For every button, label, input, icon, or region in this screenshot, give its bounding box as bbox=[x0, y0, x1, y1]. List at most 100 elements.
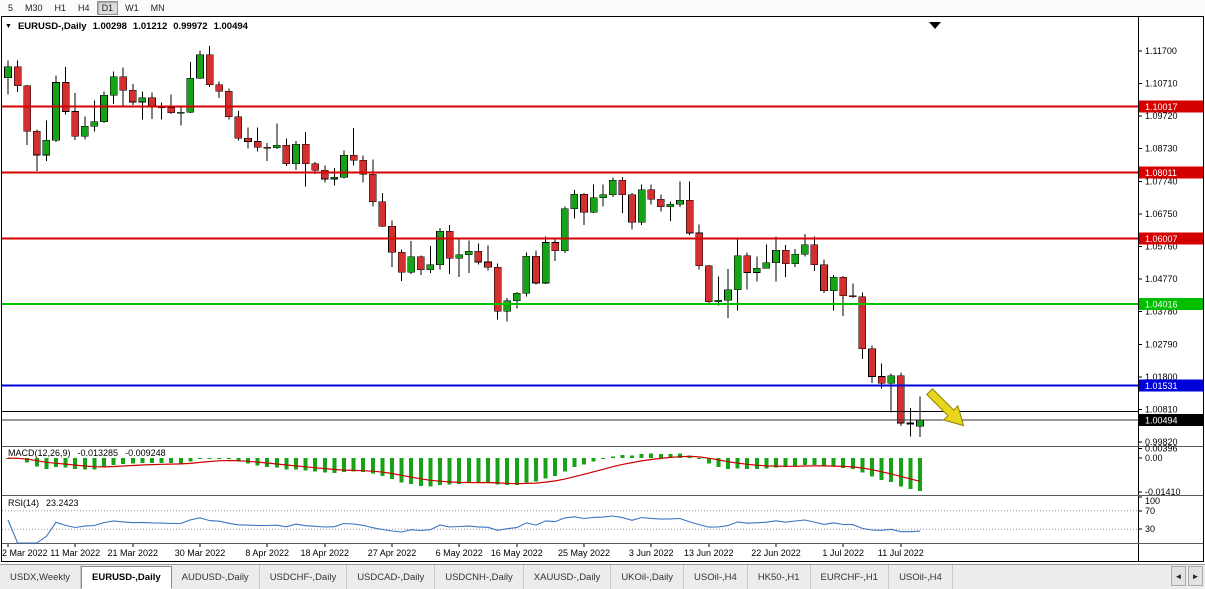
chart-shift-marker-icon[interactable] bbox=[929, 22, 941, 29]
price-axis-tick: 1.04770 bbox=[1145, 274, 1178, 284]
macd-histogram-bar bbox=[207, 457, 212, 459]
symbol-tab-usoil-h4[interactable]: USOil-,H4 bbox=[889, 565, 953, 589]
date-axis-label: 2 Mar 2022 bbox=[2, 548, 48, 558]
tabs-scroll-left-button[interactable]: ◄ bbox=[1171, 566, 1186, 586]
macd-histogram-bar bbox=[54, 458, 58, 468]
candle bbox=[503, 297, 512, 322]
symbol-tab-hk50-h1[interactable]: HK50-,H1 bbox=[747, 565, 811, 589]
down-arrow-annotation[interactable] bbox=[923, 385, 971, 433]
candle bbox=[205, 45, 214, 87]
candle bbox=[512, 292, 521, 309]
macd-histogram-bar bbox=[889, 458, 894, 483]
candle bbox=[647, 184, 656, 205]
macd-histogram-bar bbox=[850, 458, 855, 469]
macd-histogram-bar bbox=[898, 458, 903, 487]
symbol-tab-usoil-h4[interactable]: USOil-,H4 bbox=[684, 565, 748, 589]
timeframe-button-5[interactable]: 5 bbox=[3, 1, 18, 15]
candle bbox=[896, 372, 905, 427]
macd-histogram-bar bbox=[466, 458, 471, 484]
macd-histogram-bar bbox=[159, 458, 164, 463]
candle bbox=[676, 181, 684, 207]
timeframe-button-W1[interactable]: W1 bbox=[120, 1, 144, 15]
macd-histogram-bar bbox=[44, 458, 49, 469]
macd-histogram-bar bbox=[351, 458, 356, 472]
candle bbox=[368, 159, 377, 207]
candle bbox=[493, 263, 502, 320]
candle bbox=[272, 123, 281, 150]
candle bbox=[186, 61, 195, 113]
candle bbox=[839, 276, 848, 316]
chart-area[interactable]: 1.11700 1.10710 1.09720 1.08730 1.07740 1.067… bbox=[0, 16, 1205, 562]
date-axis-label: 18 Apr 2022 bbox=[301, 548, 350, 558]
price-axis-tick: 0.99820 bbox=[1145, 437, 1178, 447]
timeframe-button-D1[interactable]: D1 bbox=[96, 1, 119, 15]
candle bbox=[522, 252, 531, 297]
macd-histogram-bar bbox=[140, 458, 145, 463]
candle bbox=[743, 252, 752, 290]
macd-histogram-bar bbox=[121, 458, 126, 464]
macd-axis-tick: -0.01410 bbox=[1145, 487, 1181, 497]
candle bbox=[570, 189, 579, 219]
price-axis-tick: 1.07740 bbox=[1145, 176, 1178, 186]
symbol-tab-usdcad-daily[interactable]: USDCAD-,Daily bbox=[347, 565, 436, 589]
rsi-axis-tick: 70 bbox=[1145, 506, 1155, 516]
symbol-tab-eurusd-daily[interactable]: EURUSD-,Daily bbox=[81, 566, 172, 589]
candle bbox=[292, 140, 300, 170]
symbol-tab-usdchf-daily[interactable]: USDCHF-,Daily bbox=[259, 565, 348, 589]
symbol-tab-eurchf-h1[interactable]: EURCHF-,H1 bbox=[810, 565, 890, 589]
macd-histogram-bar bbox=[831, 458, 836, 467]
timeframe-button-MN[interactable]: MN bbox=[146, 1, 170, 15]
candle bbox=[436, 228, 444, 270]
date-axis-label: 16 May 2022 bbox=[491, 548, 543, 558]
macd-histogram-bar bbox=[697, 458, 702, 460]
macd-axis-tick: 0.00396 bbox=[1145, 444, 1178, 454]
svg-text:1.04016: 1.04016 bbox=[1145, 299, 1178, 309]
candle bbox=[23, 85, 32, 145]
candle bbox=[52, 75, 60, 142]
macd-histogram-bar bbox=[802, 458, 807, 465]
tabs-scroll-right-button[interactable]: ► bbox=[1188, 566, 1203, 586]
date-axis-label: 25 May 2022 bbox=[558, 548, 610, 558]
price-tag-1.06007: 1.06007 bbox=[1139, 232, 1203, 245]
candle bbox=[714, 276, 723, 306]
candle bbox=[618, 177, 627, 213]
candle bbox=[109, 71, 118, 104]
symbol-tabbar: USDX,Weekly EURUSD-,Daily AUDUSD-,Daily USD… bbox=[0, 564, 1205, 589]
candle bbox=[349, 127, 358, 166]
macd-histogram-bar bbox=[284, 458, 289, 470]
candle bbox=[695, 224, 704, 270]
macd-histogram-bar bbox=[620, 455, 625, 459]
macd-histogram-bar bbox=[591, 458, 596, 462]
macd-histogram-bar bbox=[534, 458, 538, 482]
symbol-tab-ukoil-daily[interactable]: UKOil-,Daily bbox=[611, 565, 685, 589]
macd-histogram-bar bbox=[438, 458, 442, 485]
macd-histogram-bar bbox=[217, 457, 222, 459]
candle bbox=[752, 256, 761, 282]
candle bbox=[541, 236, 550, 285]
symbol-tab-usdcnh-daily[interactable]: USDCNH-,Daily bbox=[435, 565, 524, 589]
candle bbox=[868, 345, 876, 383]
candle bbox=[4, 60, 12, 95]
price-tag-1.04016: 1.04016 bbox=[1139, 297, 1203, 310]
timeframe-button-H4[interactable]: H4 bbox=[73, 1, 95, 15]
candle bbox=[532, 250, 540, 285]
symbol-tab-xauusd-daily[interactable]: XAUUSD-,Daily bbox=[523, 565, 612, 589]
date-axis-label: 27 Apr 2022 bbox=[368, 548, 417, 558]
macd-histogram-bar bbox=[380, 458, 385, 476]
macd-histogram-bar bbox=[870, 458, 874, 477]
timeframe-button-M30[interactable]: M30 bbox=[20, 1, 48, 15]
candle bbox=[397, 249, 406, 282]
chevron-down-icon[interactable]: ▼ bbox=[5, 23, 12, 30]
candle bbox=[474, 243, 483, 265]
macd-histogram-bar bbox=[361, 458, 366, 472]
candle bbox=[407, 240, 416, 275]
price-axis-tick: 1.03780 bbox=[1145, 307, 1178, 317]
candle bbox=[906, 407, 915, 437]
timeframe-button-H1[interactable]: H1 bbox=[50, 1, 72, 15]
symbol-tab-audusd-daily[interactable]: AUDUSD-,Daily bbox=[171, 565, 260, 589]
candle bbox=[119, 67, 127, 107]
candle bbox=[215, 81, 223, 99]
price-axis-tick: 1.05760 bbox=[1145, 241, 1178, 251]
macd-histogram-bar bbox=[524, 458, 529, 483]
symbol-tab-usdx-weekly[interactable]: USDX,Weekly bbox=[0, 565, 82, 589]
